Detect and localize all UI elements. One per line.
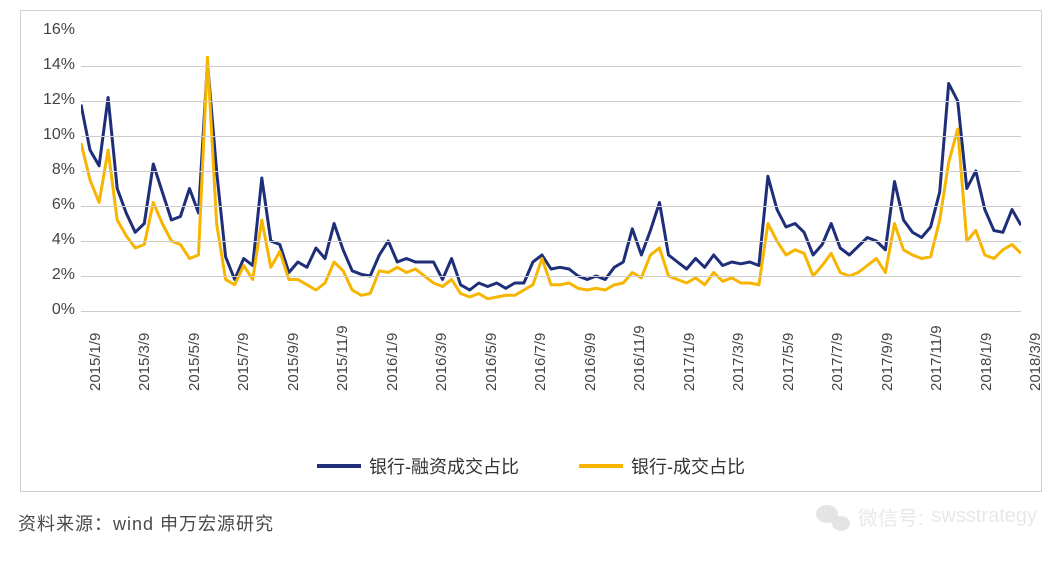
x-axis-label: 2016/1/9 (384, 333, 401, 391)
series-line-1 (81, 57, 1021, 298)
gridline (81, 311, 1021, 312)
gridline (81, 66, 1021, 67)
gridline (81, 171, 1021, 172)
chart-legend: 银行-融资成交占比 银行-成交占比 (21, 453, 1041, 479)
y-axis-label: 6% (27, 196, 75, 214)
gridline (81, 241, 1021, 242)
watermark-id: swsstrategy (931, 505, 1037, 528)
gridline (81, 101, 1021, 102)
legend-item-1: 银行-成交占比 (579, 453, 745, 479)
x-axis-label: 2015/1/9 (87, 333, 104, 391)
wechat-icon (816, 503, 850, 531)
x-axis-label: 2017/7/9 (829, 333, 846, 391)
x-axis-label: 2017/5/9 (780, 333, 797, 391)
x-axis-label: 2015/5/9 (186, 333, 203, 391)
gridline (81, 136, 1021, 137)
legend-swatch-1 (579, 464, 623, 468)
legend-swatch-0 (317, 464, 361, 468)
legend-label-1: 银行-成交占比 (631, 453, 745, 479)
x-axis-label: 2017/9/9 (879, 333, 896, 391)
y-axis-label: 0% (27, 301, 75, 319)
x-axis-label: 2018/1/9 (978, 333, 995, 391)
x-axis-label: 2015/7/9 (235, 333, 252, 391)
data-source-label: 资料来源：wind 申万宏源研究 (18, 510, 274, 536)
x-axis-label: 2015/11/9 (334, 325, 351, 391)
x-axis-label: 2017/3/9 (730, 333, 747, 391)
x-axis-label: 2015/3/9 (136, 333, 153, 391)
y-axis-label: 8% (27, 161, 75, 179)
x-axis-label: 2018/3/9 (1027, 333, 1044, 391)
x-axis-label: 2017/1/9 (681, 333, 698, 391)
x-axis-label: 2016/7/9 (532, 333, 549, 391)
x-axis-label: 2015/9/9 (285, 333, 302, 391)
y-axis-label: 14% (27, 56, 75, 74)
gridline (81, 276, 1021, 277)
y-axis-label: 10% (27, 126, 75, 144)
wechat-watermark: 微信号: swsstrategy (816, 502, 1037, 531)
gridline (81, 206, 1021, 207)
x-axis-label: 2017/11/9 (928, 325, 945, 391)
x-axis-label: 2016/5/9 (483, 333, 500, 391)
x-axis-label: 2016/3/9 (433, 333, 450, 391)
y-axis-label: 12% (27, 91, 75, 109)
y-axis-label: 4% (27, 231, 75, 249)
x-axis-label: 2016/9/9 (582, 333, 599, 391)
legend-item-0: 银行-融资成交占比 (317, 453, 519, 479)
x-axis-label: 2016/11/9 (631, 325, 648, 391)
watermark-prefix: 微信号: (858, 502, 924, 531)
y-axis-label: 16% (27, 21, 75, 39)
chart-container: 银行-融资成交占比 银行-成交占比 0% 2% 4% 6% 8% 10% 12% 14% 16%… (20, 10, 1042, 492)
legend-label-0: 银行-融资成交占比 (369, 453, 519, 479)
y-axis-label: 2% (27, 266, 75, 284)
